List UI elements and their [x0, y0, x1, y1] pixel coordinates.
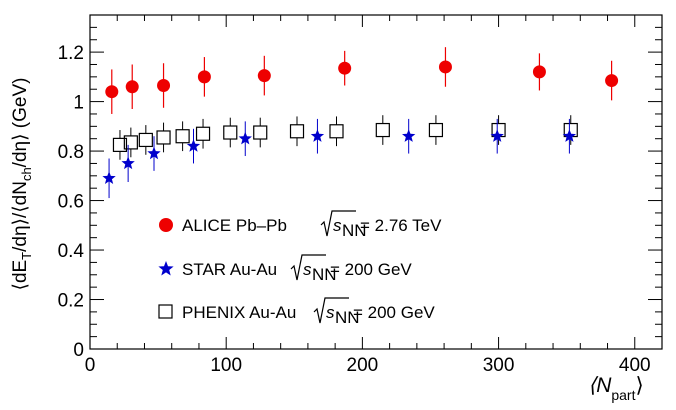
x-tick-label: 100	[210, 355, 242, 376]
legend-marker-alice	[159, 218, 173, 232]
y-axis-label-sub1: T	[19, 252, 34, 260]
phenix-point	[428, 122, 444, 138]
x-tick-label: 200	[347, 355, 379, 376]
star-point	[402, 129, 416, 142]
y-axis-label-part3: /dη⟩ (GeV)	[10, 78, 31, 168]
phenix-point	[175, 129, 190, 144]
y-axis-label-part1: ⟨dE	[10, 260, 31, 291]
sqrt-nn-star: NN	[312, 265, 337, 284]
legend-series-alice: ALICE Pb–Pb	[182, 216, 287, 235]
legend-energy-phenix: = 200 GeV	[353, 303, 435, 322]
x-axis-label-sub: part	[611, 387, 635, 403]
legend-sqrt-alice: s NN	[320, 210, 367, 240]
tick-labels: 0 100 200 300 400 0 0.2 0.4 0.6 0.8 1 1.2	[58, 43, 651, 376]
y-tick-label: 0.6	[58, 192, 84, 213]
sqrt-sign-star	[290, 254, 326, 281]
sqrt-s-phenix: s	[326, 303, 335, 322]
star-point	[186, 139, 201, 152]
star-point	[238, 131, 252, 145]
y-tick-label: 0.8	[58, 142, 84, 163]
y-axis-label: ⟨dET/dη⟩/⟨dNch/dη⟩ (GeV)	[10, 78, 34, 291]
y-tick-label: 1.2	[58, 43, 84, 64]
data-marks	[102, 47, 619, 199]
x-tick-label: 400	[619, 355, 651, 376]
legend-sqrt-star: s NN	[290, 254, 337, 284]
phenix-point	[289, 124, 305, 139]
legend-series-phenix: PHENIX Au-Au	[182, 303, 296, 322]
legend: ALICE Pb–Pb s NN = 2.76 TeV STAR Au-Au s…	[158, 210, 442, 327]
legend-series-star: STAR Au-Au	[182, 260, 277, 279]
sqrt-s-star: s	[303, 260, 312, 279]
plot-frame	[89, 14, 663, 350]
alice-point	[338, 61, 352, 75]
legend-marker-phenix	[158, 304, 173, 319]
legend-marker-star	[158, 261, 174, 276]
legend-sqrt-phenix: s NN	[313, 297, 360, 327]
legend-energy-star: = 200 GeV	[330, 260, 412, 279]
sqrt-sign-alice	[320, 210, 356, 237]
phenix-point	[223, 125, 238, 140]
alice-point	[157, 79, 171, 93]
x-tick-label: 0	[85, 355, 96, 376]
y-axis-label-sub2: ch	[19, 167, 34, 181]
y-tick-label: 1	[73, 93, 84, 114]
alice-point	[197, 70, 211, 84]
legend-entry-alice: ALICE Pb–Pb s NN = 2.76 TeV	[159, 210, 442, 240]
alice-point	[125, 80, 139, 94]
sqrt-nn-alice: NN	[342, 221, 367, 240]
y-tick-label: 0	[73, 340, 84, 361]
phenix-point	[375, 122, 390, 138]
star-point	[147, 146, 161, 160]
phenix-point	[123, 135, 138, 150]
sqrt-sign-phenix	[313, 297, 349, 324]
phenix-point	[195, 126, 211, 141]
axes-ticks	[89, 15, 663, 350]
alice-point	[438, 60, 452, 74]
plot-frame-group	[89, 14, 663, 350]
x-axis-label-main: ⟨N	[588, 374, 612, 397]
legend-text-alice: ALICE Pb–Pb	[182, 216, 287, 235]
star-point	[121, 156, 135, 170]
legend-entry-star: STAR Au-Au s NN = 200 GeV	[158, 254, 412, 284]
alice-point	[105, 85, 119, 99]
x-tick-label: 300	[483, 355, 515, 376]
phenix-point	[329, 124, 344, 139]
sqrt-s-alice: s	[333, 216, 342, 235]
star-point	[562, 129, 577, 142]
legend-text-phenix: PHENIX Au-Au	[182, 303, 296, 322]
star-point	[490, 129, 504, 142]
phenix-point	[253, 125, 268, 140]
alice-point	[532, 65, 546, 79]
y-tick-label: 0.2	[58, 291, 84, 312]
sqrt-nn-phenix: NN	[335, 308, 360, 327]
phenix-point	[112, 137, 128, 152]
alice-point	[257, 69, 271, 83]
y-tick-label: 0.4	[58, 241, 85, 262]
legend-entry-phenix: PHENIX Au-Au s NN = 200 GeV	[158, 297, 435, 327]
alice-point	[605, 74, 619, 88]
x-axis-label: ⟨Npart⟩	[588, 374, 644, 403]
star-point	[310, 129, 325, 142]
legend-energy-alice: = 2.76 TeV	[360, 216, 442, 235]
phenix-point	[156, 130, 171, 145]
star-point	[102, 171, 116, 184]
x-axis-label-close: ⟩	[635, 374, 643, 397]
phenix-point	[138, 132, 153, 148]
legend-text-star: STAR Au-Au	[182, 260, 277, 279]
y-axis-label-part2: /dη⟩/⟨dN	[10, 181, 31, 252]
